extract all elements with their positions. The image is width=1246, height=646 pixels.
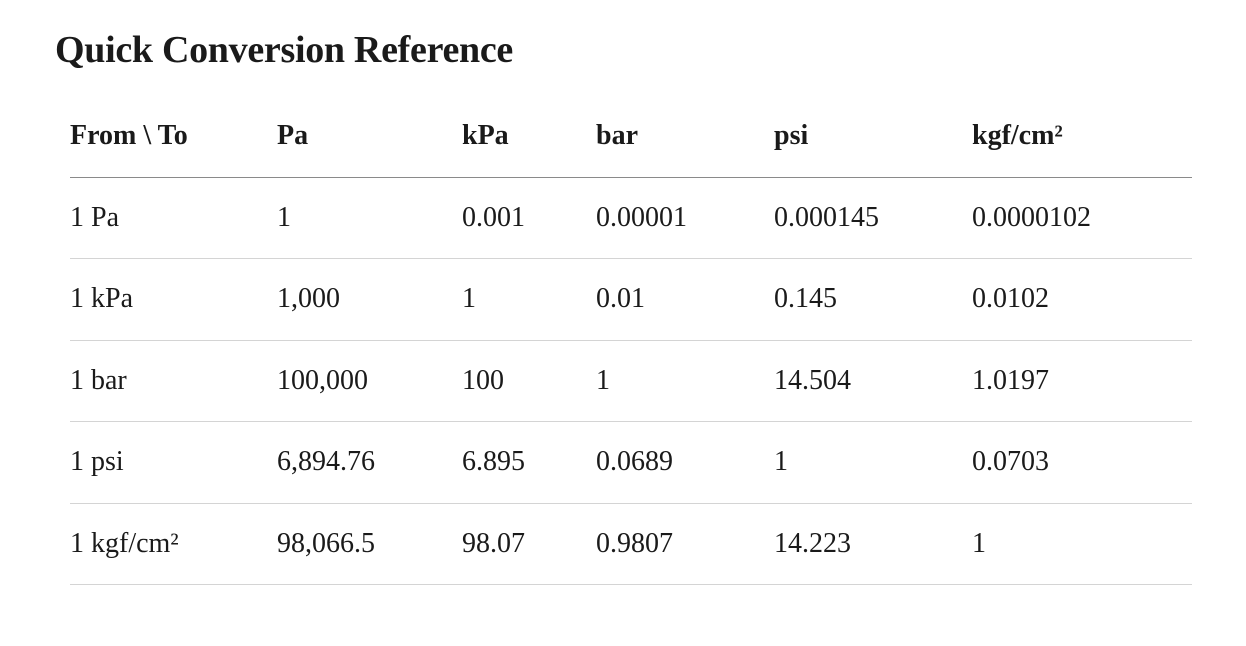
table-cell: 0.0703: [972, 446, 1049, 478]
table-cell: 0.01: [596, 283, 645, 315]
table-cell: 1: [462, 283, 476, 315]
table-cell: 1,000: [277, 283, 340, 315]
table-cell: 0.001: [462, 201, 525, 233]
table-cell: 98,066.5: [277, 527, 375, 559]
table-cell: 0.000145: [774, 201, 879, 233]
table-cell: 0.145: [774, 283, 837, 315]
header-row: From \ To Pa kPa bar psi kgf/cm²: [70, 96, 1192, 178]
table-row: 1 psi 6,894.76 6.895 0.0689 1 0.0703: [70, 422, 1192, 504]
table-cell: 100,000: [277, 364, 368, 396]
table-cell: 6.895: [462, 446, 525, 478]
row-label: 1 kPa: [70, 283, 133, 315]
row-label: 1 psi: [70, 446, 124, 478]
header-cell: psi: [774, 120, 809, 152]
table-cell: 100: [462, 364, 504, 396]
table-cell: 14.504: [774, 364, 851, 396]
row-label: 1 bar: [70, 364, 127, 396]
table-cell: 98.07: [462, 527, 525, 559]
header-cell: kPa: [462, 120, 509, 152]
table-cell: 0.0102: [972, 283, 1049, 315]
table-cell: 6,894.76: [277, 446, 375, 478]
table-cell: 1: [774, 446, 788, 478]
conversion-table: From \ To Pa kPa bar psi kgf/cm² 1 Pa 1 0.001 0.0…: [70, 96, 1192, 585]
header-cell: kgf/cm²: [972, 120, 1063, 152]
header-cell: From \ To: [70, 120, 188, 152]
table-cell: 1: [596, 364, 610, 396]
table-cell: 0.0000102: [972, 201, 1091, 233]
table-row: 1 kPa 1,000 1 0.01 0.145 0.0102: [70, 259, 1192, 341]
table-cell: 0.00001: [596, 201, 687, 233]
table-row: 1 Pa 1 0.001 0.00001 0.000145 0.0000102: [70, 178, 1192, 259]
table-row: 1 kgf/cm² 98,066.5 98.07 0.9807 14.223 1: [70, 504, 1192, 585]
table-cell: 1: [277, 201, 291, 233]
table-cell: 14.223: [774, 527, 851, 559]
header-cell: Pa: [277, 120, 309, 152]
table-cell: 1: [972, 527, 986, 559]
row-label: 1 kgf/cm²: [70, 527, 179, 559]
table-cell: 1.0197: [972, 364, 1049, 396]
table-cell: 0.0689: [596, 446, 673, 478]
header-cell: bar: [596, 120, 638, 152]
row-label: 1 Pa: [70, 201, 119, 233]
table-row: 1 bar 100,000 100 1 14.504 1.0197: [70, 341, 1192, 422]
page-title: Quick Conversion Reference: [55, 29, 513, 71]
table-cell: 0.9807: [596, 527, 673, 559]
